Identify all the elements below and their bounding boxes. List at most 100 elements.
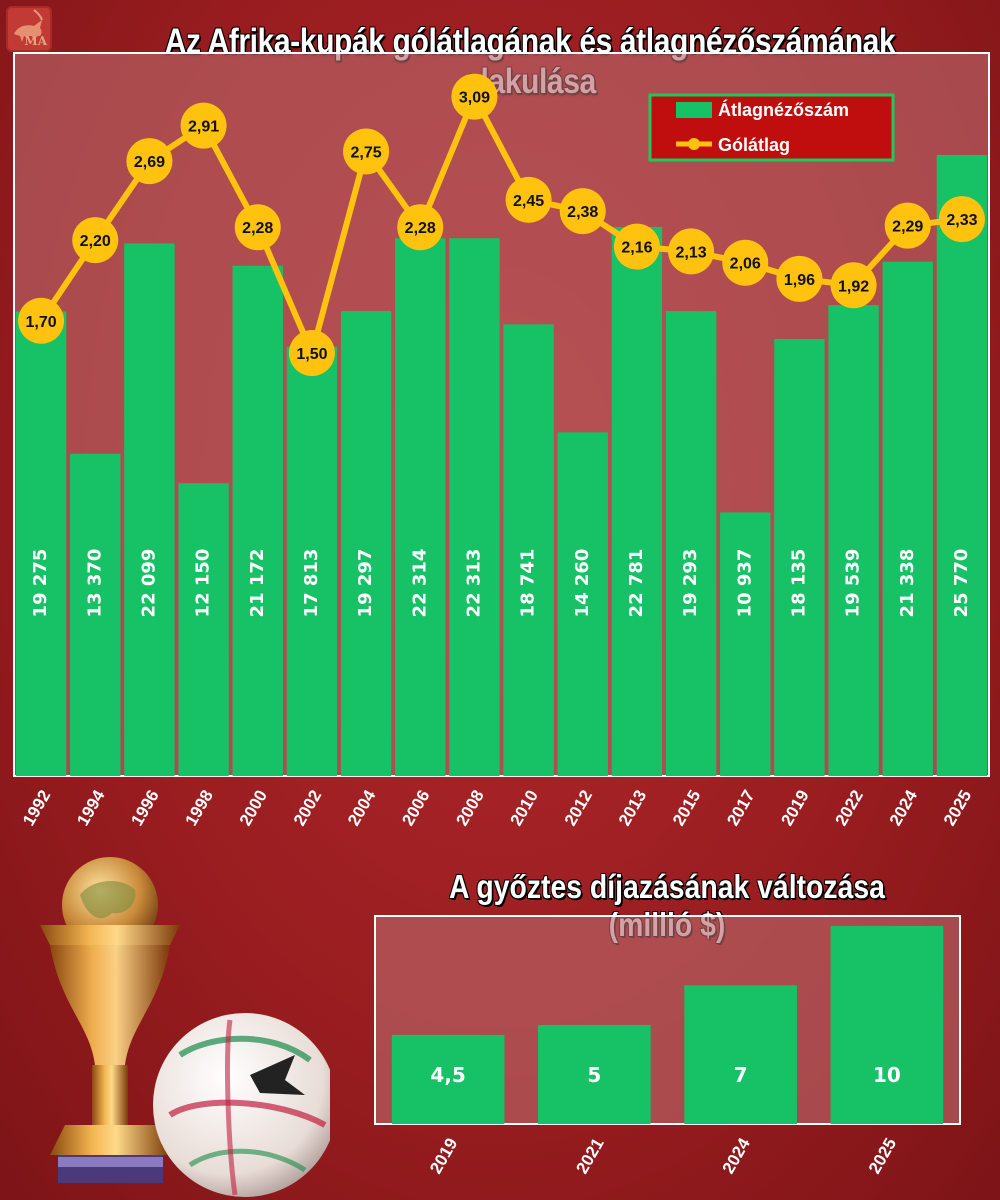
x-tick-2004: 2004 [344,786,380,829]
legend-label-attendance: Átlagnézőszám [718,99,849,120]
goals-label-2010: 2,45 [513,193,544,210]
prize-bar-2019 [391,1034,505,1124]
bar-1998 [178,483,229,776]
antelope-icon [14,9,43,42]
bar-1996 [124,243,175,777]
bar-label-2012: 14 260 [572,549,593,618]
bar-label-2017: 10 937 [734,549,755,618]
bar-label-2024: 21 338 [897,549,918,618]
goals-point-1998 [180,102,227,149]
bar-label-2022: 19 539 [843,549,864,618]
bar-label-2006: 22 314 [409,549,430,618]
prize-x-tick-2019: 2019 [426,1135,461,1177]
x-tick-2024: 2024 [886,786,922,829]
goals-label-1996: 2,69 [134,154,165,171]
x-tick-2017: 2017 [723,787,758,829]
goals-label-2015: 2,13 [676,244,707,261]
x-tick-1996: 1996 [127,787,162,829]
bar-label-2004: 19 297 [355,549,376,618]
bar-2008 [449,238,500,776]
goals-point-2015 [668,228,715,275]
x-tick-2000: 2000 [236,787,271,829]
legend-label-goals: Gólátlag [718,135,790,155]
logo-text: MA [24,34,47,48]
bar-1992 [15,311,67,776]
bar-2025 [936,154,988,776]
bar-2002 [286,346,338,776]
bar-2012 [557,432,608,776]
goals-label-2000: 2,28 [242,220,273,237]
prize-label-2025: 10 [873,1063,901,1087]
legend-swatch-line [688,138,700,150]
prize-x-tick-2024: 2024 [719,1134,755,1177]
prize-bar-2025 [830,925,944,1124]
bar-2010 [503,324,554,776]
goals-point-2019 [776,255,823,302]
goals-point-2012 [559,188,606,235]
goals-label-2024: 2,29 [892,219,923,236]
bar-label-1998: 12 150 [193,549,214,618]
bar-2000 [232,265,283,776]
x-tick-2022: 2022 [832,787,867,829]
goals-label-2013: 2,16 [621,240,652,257]
bar-2006 [395,238,446,776]
x-tick-2006: 2006 [398,787,433,829]
bar-2024 [882,261,933,776]
trophy-and-ball-icon [40,857,330,1197]
goals-label-2006: 2,28 [405,220,436,237]
goals-label-2017: 2,06 [730,256,761,273]
goals-point-2024 [884,202,931,249]
x-tick-2025: 2025 [940,787,975,829]
bar-1994 [70,453,121,776]
goals-label-2008: 3,09 [459,90,490,107]
x-tick-2019: 2019 [777,787,812,829]
goals-point-1994 [72,217,119,264]
goals-point-2025 [938,196,985,243]
bar-label-1996: 22 099 [138,549,159,618]
bar-label-2000: 21 172 [247,549,268,618]
bar-label-1992: 19 275 [30,549,51,618]
bar-label-2015: 19 293 [680,549,701,618]
x-tick-2008: 2008 [452,787,487,829]
x-tick-1994: 1994 [73,786,109,829]
legend-swatch-bar [676,102,712,118]
x-tick-1998: 1998 [182,787,217,829]
plot-area [13,52,990,777]
goals-label-2004: 2,75 [351,144,382,161]
bar-label-1994: 13 370 [84,549,105,618]
bar-2017 [720,512,771,776]
bar-2013 [611,226,663,776]
bar-label-2010: 18 741 [518,549,539,618]
goals-label-2002: 1,50 [296,346,327,363]
goals-label-1992: 1,70 [26,314,57,331]
x-tick-2002: 2002 [290,787,325,829]
goals-point-2002 [288,330,335,376]
x-tick-2010: 2010 [507,787,542,829]
x-tick-2012: 2012 [561,787,596,829]
logo: MA [6,6,52,52]
bar-label-2025: 25 770 [951,549,972,618]
bar-2022 [828,305,879,776]
goals-label-1994: 2,20 [80,233,111,250]
bar-2015 [665,311,717,776]
prize-label-2024: 7 [734,1063,748,1087]
x-tick-2015: 2015 [669,787,704,829]
goals-point-2008 [451,73,498,120]
goals-point-2013 [613,223,660,270]
goals-label-2012: 2,38 [567,204,598,221]
bar-label-2013: 22 781 [626,549,647,618]
goals-point-1996 [126,138,173,185]
goals-point-2004 [343,128,390,175]
goals-point-2006 [397,204,444,251]
attendance-goals-chart: 19 275 13 370 22 099 12 150 21 172 17 813 19 2… [13,52,990,829]
legend: Átlagnézőszám Gólátlag [648,93,895,162]
bar-2004 [340,310,392,776]
prize-plot-area [374,915,961,1125]
x-tick-2013: 2013 [615,787,650,829]
x-tick-1992: 1992 [19,787,54,829]
goals-point-1992 [18,297,65,344]
prize-label-2019: 4,5 [430,1063,465,1087]
goals-label-1998: 2,91 [188,119,219,136]
goals-label-2019: 1,96 [784,272,815,289]
prize-bar-2021 [538,1024,651,1124]
